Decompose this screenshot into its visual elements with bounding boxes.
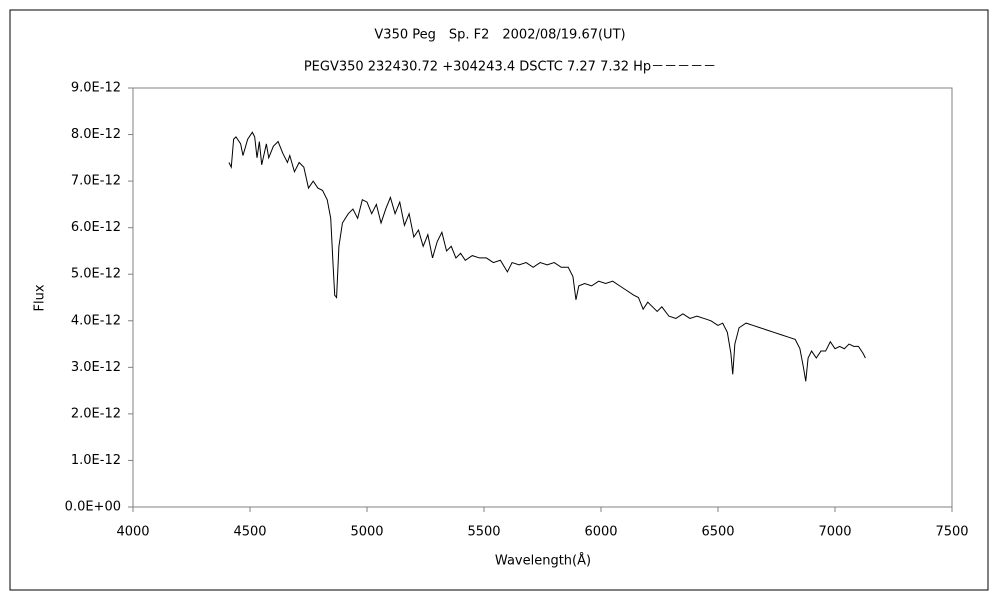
y-tick-label: 7.0E-12 [71,174,121,189]
x-tick-label: 5500 [467,525,500,540]
y-axis-label: Flux [33,284,48,311]
y-tick-label: 9.0E-12 [71,81,121,96]
x-tick-label: 4000 [116,525,149,540]
x-tick-label: 4500 [233,525,266,540]
spectrum-line [228,131,866,382]
y-tick-label: 4.0E-12 [71,313,121,328]
x-tick-label: 5000 [350,525,383,540]
y-tick-label: 8.0E-12 [71,127,121,142]
x-tick-label: 7500 [935,525,968,540]
y-tick-label: 6.0E-12 [71,220,121,235]
y-tick-label: 2.0E-12 [71,406,121,421]
x-axis-label: Wavelength(Å) [495,553,591,569]
y-tick-label: 5.0E-12 [71,267,121,282]
x-tick-label: 7000 [818,525,851,540]
y-tick-label: 3.0E-12 [71,360,121,375]
y-tick-label: 1.0E-12 [71,453,121,468]
y-tick-label: 0.0E+00 [65,500,121,515]
x-tick-label: 6000 [584,525,617,540]
chart-title: V350 Peg Sp. F2 2002/08/19.67(UT) [374,28,625,43]
plot-area [132,87,953,508]
x-tick-label: 6500 [701,525,734,540]
chart-subtitle: PEGV350 232430.72 +304243.4 DSCTC 7.27 7… [304,60,716,75]
